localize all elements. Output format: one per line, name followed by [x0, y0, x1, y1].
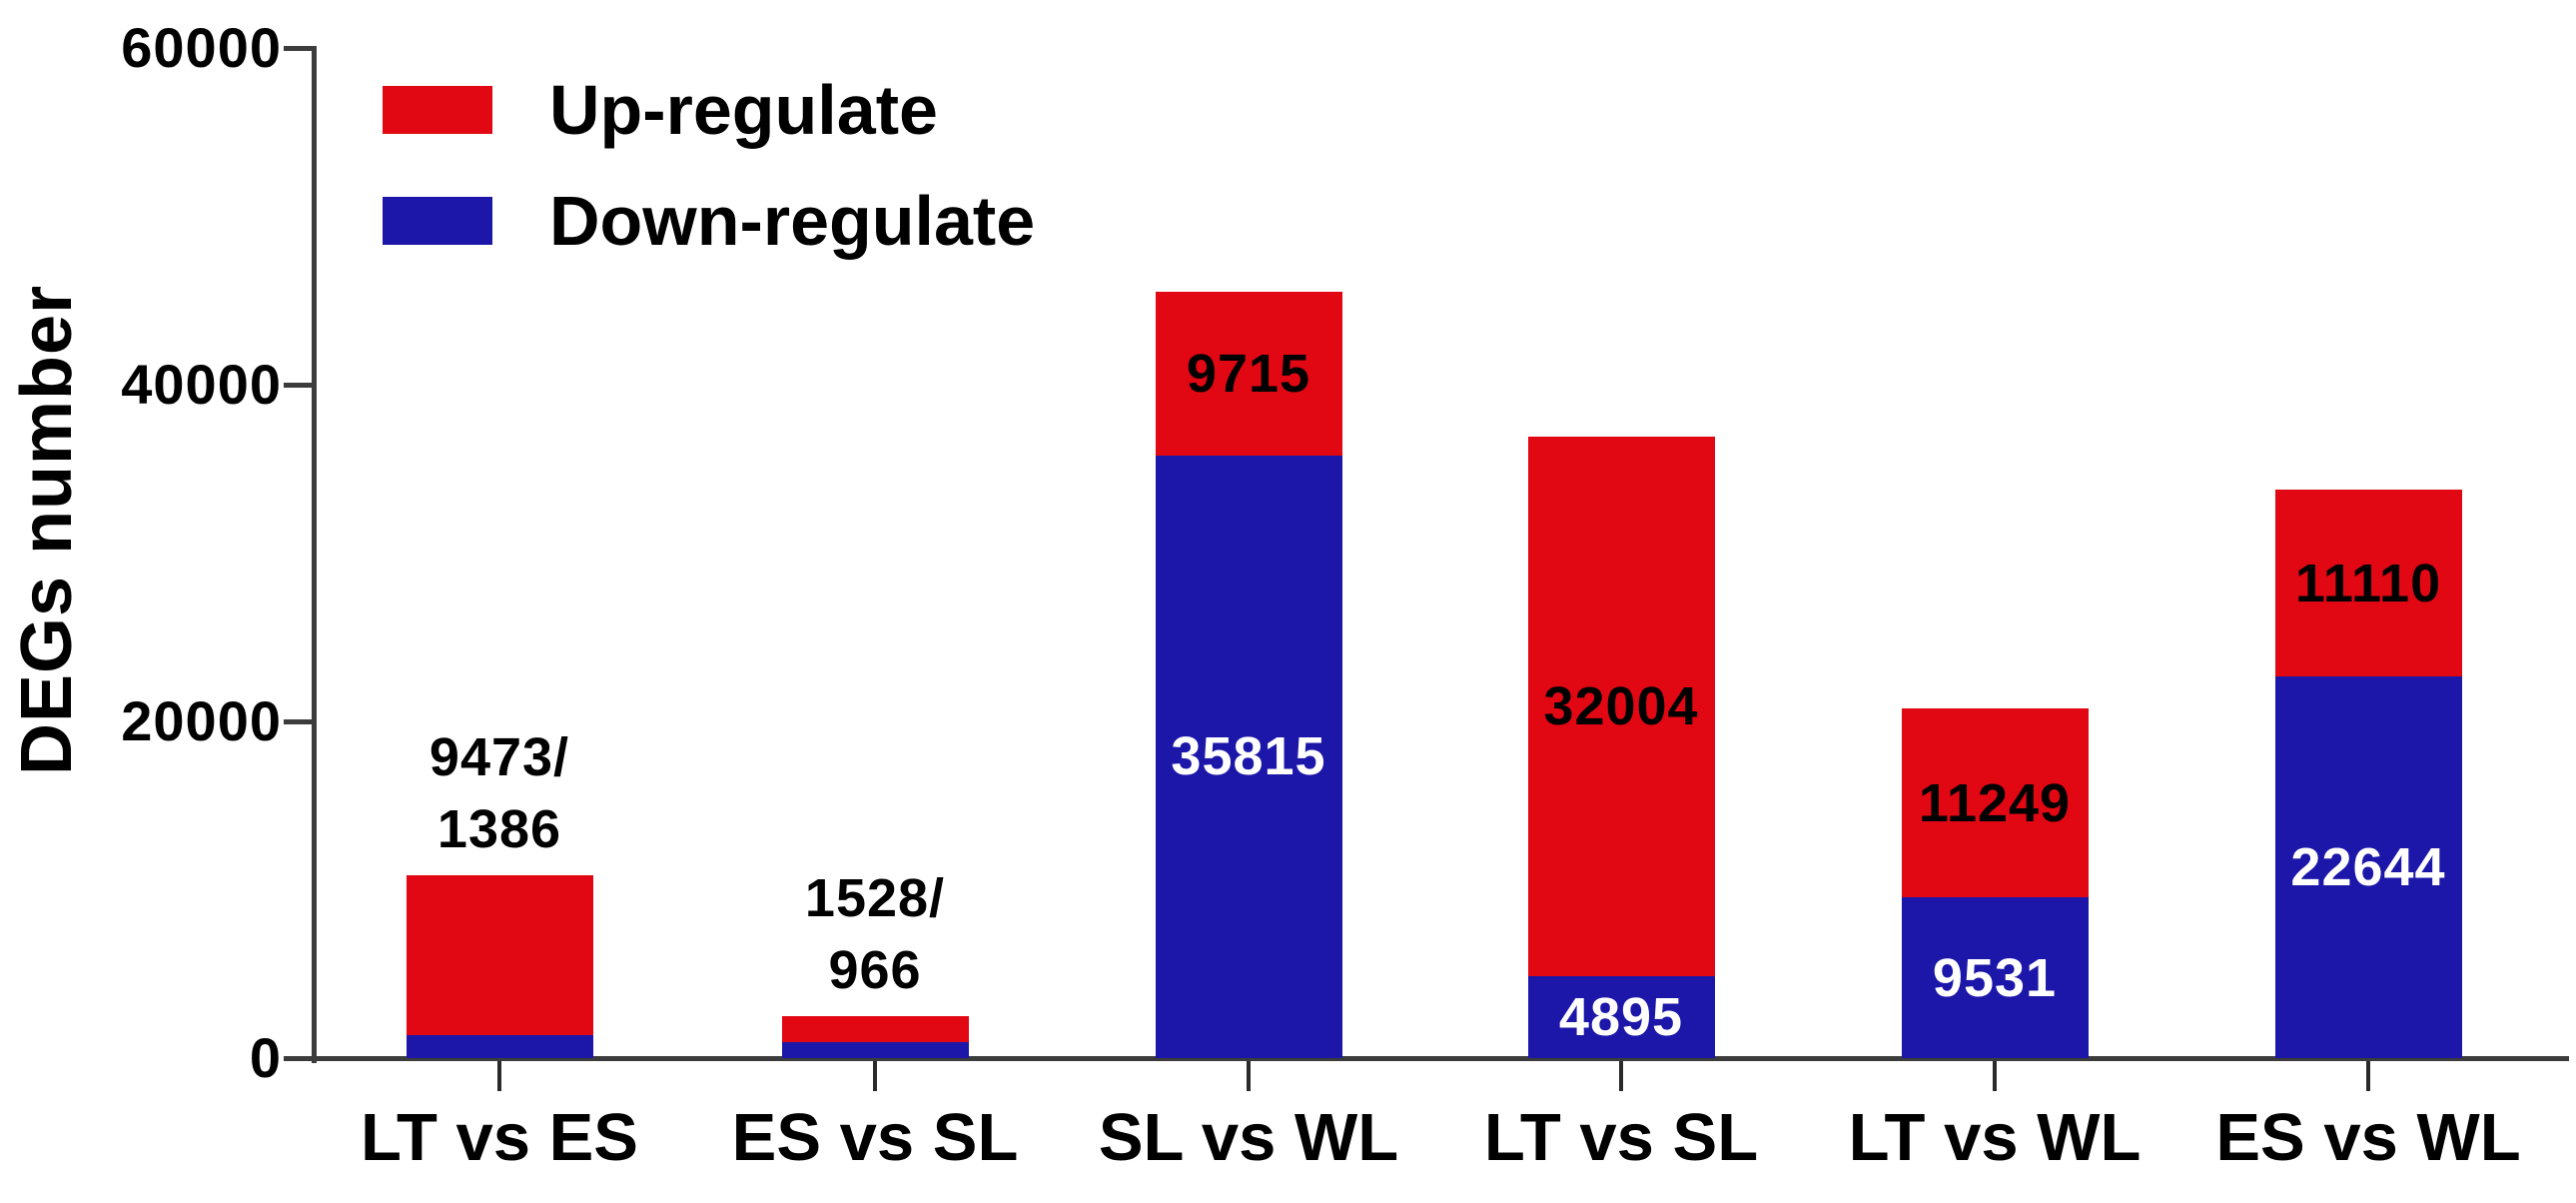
x-tick-mark — [1619, 1061, 1623, 1091]
bar-value-label-down: 35815 — [1171, 726, 1326, 787]
y-tick-label: 60000 — [121, 16, 282, 79]
bar-value-label-down: 4895 — [1558, 986, 1684, 1047]
bar-value-label-up: 11110 — [2294, 553, 2442, 613]
bar-value-line: 9473/ — [429, 727, 570, 788]
x-tick-mark — [1993, 1061, 1997, 1091]
y-tick-mark — [284, 383, 314, 388]
x-tick-mark — [873, 1061, 877, 1091]
bar-value-line: 1528/ — [804, 867, 946, 928]
y-tick-mark — [284, 719, 314, 724]
x-category-label: SL vs WL — [1098, 1100, 1399, 1175]
bar-segment-up — [1527, 437, 1715, 976]
legend-label: Down-regulate — [549, 182, 1036, 260]
bar-segment-up — [406, 875, 593, 1035]
x-tick-mark — [497, 1061, 501, 1091]
y-axis-line — [312, 46, 317, 1063]
y-tick-label: 20000 — [121, 689, 282, 752]
bar-segment-down — [781, 1041, 969, 1058]
bar-segment-up — [2274, 490, 2462, 677]
legend-label: Up-regulate — [549, 71, 938, 149]
legend-item: Down-regulate — [383, 182, 1035, 260]
bar-value-label-above: 9473/1386 — [340, 721, 659, 865]
bar-segment-down — [1155, 455, 1342, 1058]
y-tick-label: 40000 — [121, 353, 282, 416]
legend-item: Up-regulate — [383, 71, 938, 149]
bar-segment-up — [1901, 707, 2089, 898]
bar-segment-down — [406, 1034, 593, 1058]
bar-segment-down — [2274, 676, 2462, 1058]
bar-value-label-down: 9531 — [1932, 947, 2058, 1008]
x-category-label: ES vs SL — [731, 1100, 1019, 1175]
bar-segment-down — [1527, 975, 1715, 1058]
y-tick-mark — [284, 46, 314, 51]
legend-swatch-down-regulate — [383, 197, 492, 245]
x-category-label: LT vs SL — [1483, 1100, 1759, 1175]
y-axis-title: DEGs number — [7, 284, 87, 775]
bar-value-label-up: 9715 — [1186, 343, 1311, 404]
y-tick-label: 0 — [249, 1026, 282, 1089]
bar-value-label-above: 1528/966 — [715, 862, 1035, 1006]
y-tick-mark — [284, 1056, 314, 1061]
x-category-label: ES vs WL — [2215, 1100, 2521, 1175]
bar-value-label-down: 22644 — [2290, 837, 2446, 898]
x-tick-mark — [1247, 1061, 1251, 1091]
x-axis-line — [312, 1056, 2569, 1061]
legend-swatch-up-regulate — [383, 86, 492, 134]
bar-value-line: 966 — [828, 939, 922, 1000]
bar-segment-down — [1901, 897, 2089, 1058]
bar-value-label-up: 11249 — [1918, 772, 2072, 833]
x-category-label: LT vs WL — [1848, 1100, 2142, 1175]
bar-segment-up — [781, 1015, 969, 1042]
x-category-label: LT vs ES — [360, 1100, 638, 1175]
bar-value-label-up: 32004 — [1543, 675, 1699, 736]
bar-segment-up — [1155, 291, 1342, 456]
x-tick-mark — [2366, 1061, 2370, 1091]
bar-value-line: 1386 — [436, 799, 562, 860]
